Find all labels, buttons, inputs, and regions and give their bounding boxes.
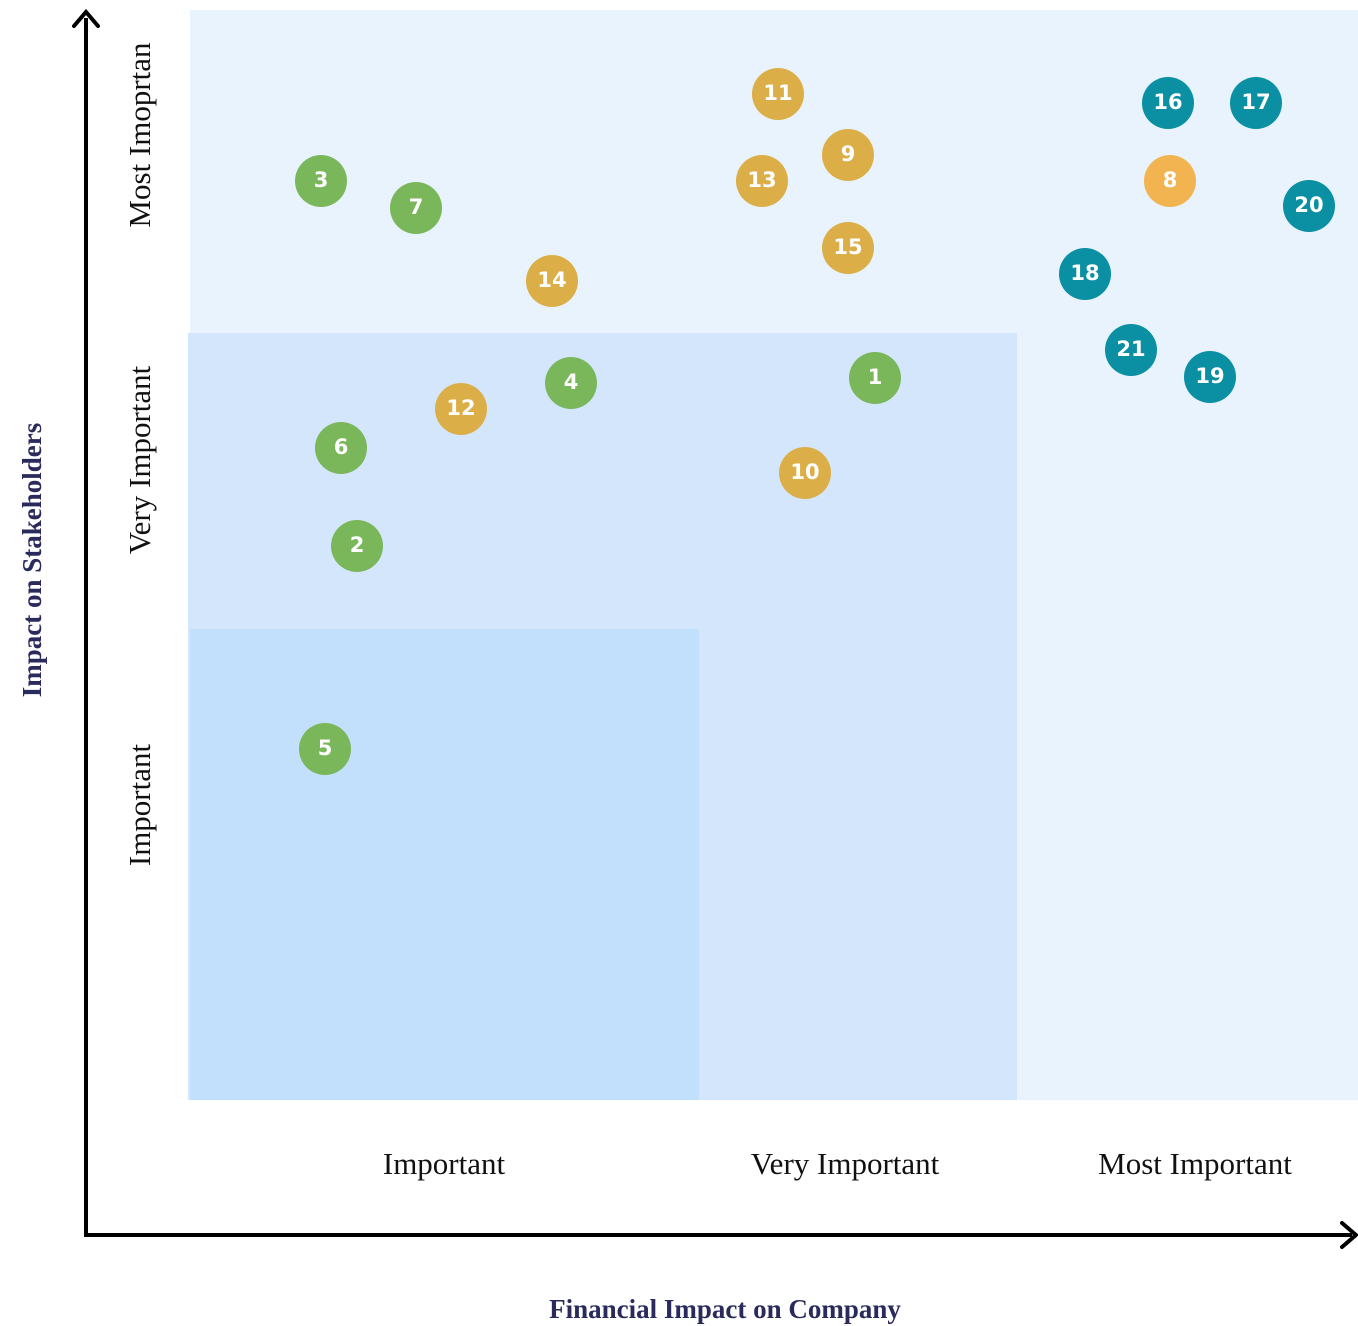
node-circle <box>1184 351 1236 403</box>
node-circle <box>1283 180 1335 232</box>
node-circle <box>315 422 367 474</box>
y-axis-title: Impact on Stakeholders <box>17 423 47 698</box>
node-label: 4 <box>564 370 579 394</box>
node-label: 7 <box>409 195 424 219</box>
node-label: 11 <box>763 81 792 105</box>
zone-inner <box>190 629 699 1100</box>
node-label: 17 <box>1241 90 1270 114</box>
node: 7 <box>390 182 442 234</box>
node-label: 14 <box>537 268 566 292</box>
node-label: 8 <box>1163 168 1178 192</box>
x-level: Most Important <box>1098 1146 1292 1181</box>
node: 21 <box>1105 324 1157 376</box>
node: 17 <box>1230 77 1282 129</box>
node-circle <box>1142 77 1194 129</box>
y-level: Important <box>122 743 157 866</box>
node: 6 <box>315 422 367 474</box>
node-circle <box>435 383 487 435</box>
x-axis-title: Financial Impact on Company <box>549 1294 901 1324</box>
node-label: 9 <box>841 142 856 166</box>
node: 4 <box>545 357 597 409</box>
node-label: 10 <box>790 460 819 484</box>
node: 13 <box>736 155 788 207</box>
node-label: 3 <box>314 168 329 192</box>
node: 18 <box>1059 248 1111 300</box>
node-circle <box>822 129 874 181</box>
node-label: 2 <box>350 533 365 557</box>
node: 1 <box>849 352 901 404</box>
node-label: 20 <box>1294 193 1323 217</box>
node: 2 <box>331 520 383 572</box>
node-circle <box>736 155 788 207</box>
node-circle <box>1105 324 1157 376</box>
node-label: 12 <box>446 396 475 420</box>
x-arrow <box>1340 1221 1358 1249</box>
node-label: 19 <box>1195 364 1224 388</box>
node-label: 18 <box>1070 261 1099 285</box>
node: 19 <box>1184 351 1236 403</box>
node-circle <box>1059 248 1111 300</box>
node-circle <box>779 447 831 499</box>
node: 3 <box>295 155 347 207</box>
node-circle <box>331 520 383 572</box>
node-circle <box>752 68 804 120</box>
node-circle <box>390 182 442 234</box>
node-label: 5 <box>318 736 333 760</box>
node: 10 <box>779 447 831 499</box>
x-level: Important <box>383 1146 506 1181</box>
node-circle <box>545 357 597 409</box>
node-label: 16 <box>1153 90 1182 114</box>
x-level: Very Important <box>751 1146 940 1181</box>
node: 15 <box>822 222 874 274</box>
node: 14 <box>526 255 578 307</box>
node-circle <box>526 255 578 307</box>
node: 20 <box>1283 180 1335 232</box>
node-circle <box>295 155 347 207</box>
node-circle <box>299 723 351 775</box>
y-level: Very Important <box>122 365 157 554</box>
y-level: Most Imoprtan <box>122 42 157 228</box>
node-circle <box>849 352 901 404</box>
node-label: 15 <box>833 235 862 259</box>
node: 11 <box>752 68 804 120</box>
node-label: 1 <box>868 365 883 389</box>
node: 5 <box>299 723 351 775</box>
node: 8 <box>1144 155 1196 207</box>
node-circle <box>822 222 874 274</box>
node-label: 13 <box>747 168 776 192</box>
node: 16 <box>1142 77 1194 129</box>
node-label: 6 <box>334 435 349 459</box>
node: 12 <box>435 383 487 435</box>
node-circle <box>1144 155 1196 207</box>
y-arrow <box>72 8 100 28</box>
node: 9 <box>822 129 874 181</box>
node-label: 21 <box>1116 337 1145 361</box>
node-circle <box>1230 77 1282 129</box>
